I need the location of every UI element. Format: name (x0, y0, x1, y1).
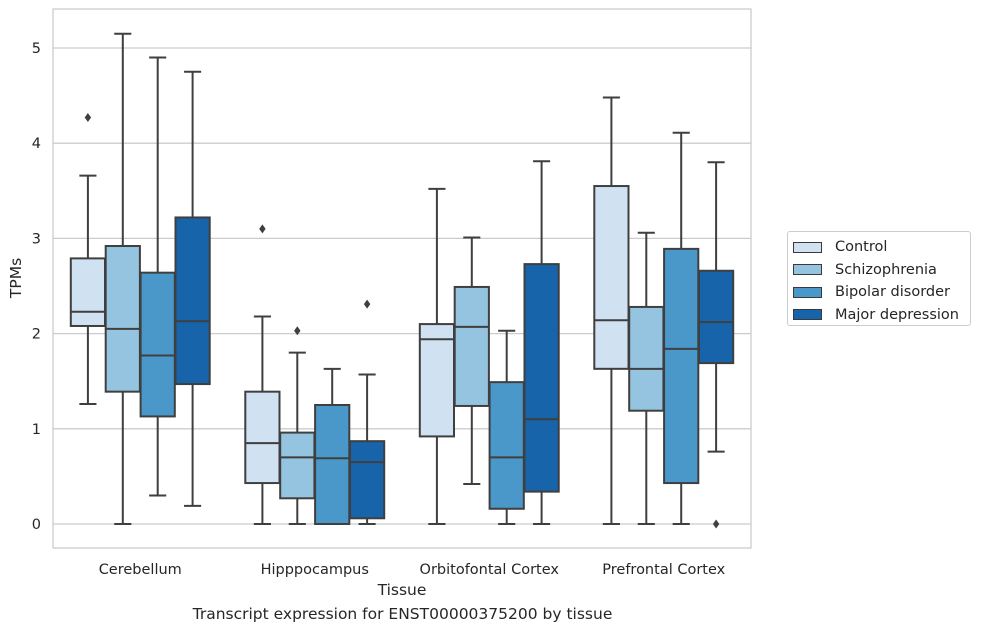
y-axis-title: TPMs (7, 258, 25, 299)
box-cerebellum-control (69, 112, 107, 406)
outlier-point (712, 519, 720, 529)
box-hipppocampus-control (244, 224, 281, 525)
y-tick-label: 0 (32, 517, 41, 533)
box-hipppocampus-schizophrenia (279, 326, 316, 525)
box-orbitofontal-cortex-major-depression (523, 160, 560, 525)
outlier-point (84, 112, 92, 122)
legend-swatch (793, 309, 822, 321)
legend-label: Major depression (835, 306, 959, 323)
box-cerebellum-schizophrenia (104, 32, 141, 525)
x-tick-label: Cerebellum (99, 562, 182, 578)
iqr-box (348, 440, 386, 520)
chart-caption: Transcript expression for ENST0000037520… (192, 605, 613, 623)
iqr-box (314, 404, 351, 525)
iqr-box (279, 431, 316, 500)
outlier-point (294, 326, 301, 336)
box-prefrontal-cortex-schizophrenia (628, 231, 665, 525)
box-layer (69, 32, 735, 529)
y-tick-label: 4 (32, 136, 41, 152)
x-tick-label: Orbitofontal Cortex (420, 562, 560, 578)
legend-label: Bipolar disorder (835, 284, 950, 301)
box-prefrontal-cortex-bipolar-disorder (663, 131, 700, 525)
iqr-box (697, 269, 735, 365)
box-orbitofontal-cortex-bipolar-disorder (488, 329, 525, 525)
box-prefrontal-cortex-control (593, 96, 630, 525)
box-prefrontal-cortex-major-depression (697, 161, 735, 529)
box-cerebellum-major-depression (174, 70, 211, 507)
box-hipppocampus-bipolar-disorder (314, 367, 351, 525)
legend-swatch (793, 286, 822, 298)
box-hipppocampus-major-depression (348, 299, 386, 525)
iqr-box (244, 390, 281, 485)
legend-item: Schizophrenia (793, 259, 970, 282)
y-tick-label: 1 (32, 422, 41, 438)
plot-frame (52, 8, 752, 549)
y-tick-label: 2 (32, 327, 41, 343)
iqr-box (418, 323, 456, 438)
outlier-point (259, 224, 266, 234)
y-tick-label: 3 (32, 231, 41, 247)
y-tick-label: 5 (32, 41, 41, 57)
iqr-box (593, 185, 630, 370)
iqr-box (139, 271, 176, 418)
legend-item: Control (793, 236, 970, 259)
legend-item: Major depression (793, 304, 970, 327)
legend: Control Schizophrenia Bipolar disorder Majo… (787, 231, 971, 326)
legend-label: Schizophrenia (835, 261, 937, 278)
iqr-box (523, 263, 560, 493)
iqr-box (104, 245, 141, 393)
box-orbitofontal-cortex-schizophrenia (453, 236, 490, 486)
outlier-point (363, 299, 371, 309)
y-tick-labels: 0 1 2 3 4 5 (32, 41, 41, 533)
box-cerebellum-bipolar-disorder (139, 56, 176, 497)
legend-swatch (793, 264, 822, 276)
box-orbitofontal-cortex-control (418, 187, 456, 525)
legend-label: Control (835, 239, 888, 256)
legend-item: Bipolar disorder (793, 281, 970, 304)
iqr-box (453, 285, 490, 407)
iqr-box (488, 381, 525, 510)
x-tick-labels: Cerebellum Hipppocampus Orbitofontal Corte… (99, 562, 726, 578)
x-tick-label: Hipppocampus (261, 562, 369, 578)
legend-swatch (793, 241, 822, 253)
iqr-box (174, 216, 211, 386)
iqr-box (69, 257, 107, 327)
iqr-box (663, 247, 700, 485)
iqr-box (628, 305, 665, 412)
x-tick-label: Prefrontal Cortex (602, 562, 725, 578)
x-axis-title: Tissue (377, 581, 427, 599)
